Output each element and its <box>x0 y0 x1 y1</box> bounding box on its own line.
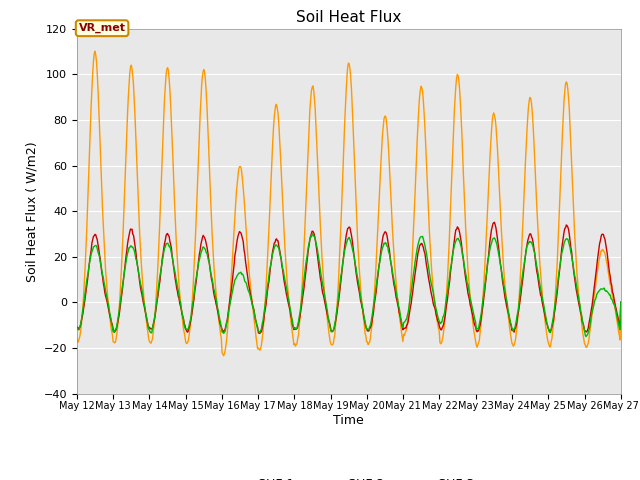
Y-axis label: Soil Heat Flux ( W/m2): Soil Heat Flux ( W/m2) <box>25 141 38 281</box>
X-axis label: Time: Time <box>333 414 364 427</box>
Title: Soil Heat Flux: Soil Heat Flux <box>296 10 401 25</box>
Legend: SHF 1, SHF 2, SHF 3: SHF 1, SHF 2, SHF 3 <box>218 473 479 480</box>
Text: VR_met: VR_met <box>79 23 125 33</box>
